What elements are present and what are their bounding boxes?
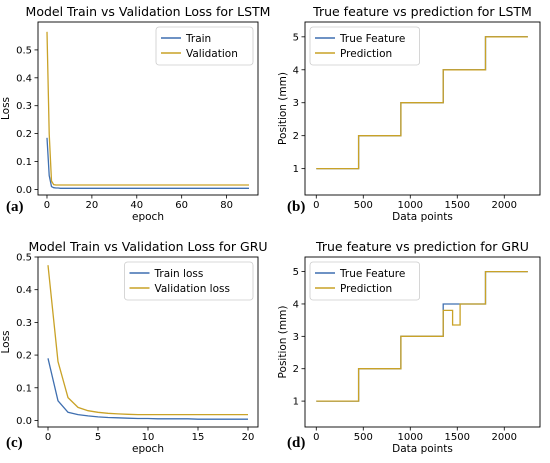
y-tick-label: 0.3 (16, 318, 32, 329)
x-tick-label: 20 (242, 432, 255, 443)
axes-frame (37, 21, 259, 196)
x-tick-label: 60 (175, 200, 188, 211)
chart-title: Model Train vs Validation Loss for LSTM (26, 4, 271, 19)
y-axis-label: Position (mm) (277, 72, 289, 145)
y-axis-label: Loss (0, 97, 12, 120)
x-tick-label: 5 (95, 432, 101, 443)
x-tick-label: 2000 (492, 200, 517, 211)
series-line-1 (316, 36, 528, 170)
x-tick-label: 0 (313, 200, 319, 211)
y-tick-label: 0.3 (16, 101, 32, 112)
x-tick-label: 500 (354, 432, 373, 443)
y-tick-label: 0.2 (16, 129, 32, 140)
chart-title: Model Train vs Validation Loss for GRU (28, 239, 267, 254)
legend-label: Prediction (340, 48, 392, 60)
x-tick-label: 0 (313, 432, 319, 443)
y-tick-label: 1 (293, 164, 299, 175)
x-tick-label: 80 (220, 200, 233, 211)
x-tick-label: 10 (142, 432, 155, 443)
y-tick-label: 5 (293, 267, 299, 278)
chart-panel-1: True feature vs prediction for LSTM 0 500 1… (277, 4, 541, 223)
x-tick-label: 1000 (398, 200, 423, 211)
panel-letter-d: (d) (287, 435, 306, 451)
chart-panel-3: True feature vs prediction for GRU 0 500 10… (277, 239, 541, 455)
x-tick-label: 2000 (492, 432, 517, 443)
x-tick-label: 500 (354, 200, 373, 211)
legend-box (309, 26, 420, 66)
y-axis-label: Loss (0, 330, 12, 353)
legend-label: Train loss (154, 268, 204, 280)
y-tick-label: 3 (293, 98, 299, 109)
chart-panel-0: Model Train vs Validation Loss for LSTM 0… (0, 4, 270, 223)
y-tick-label: 0.1 (16, 157, 32, 168)
panel-letter-a: (a) (6, 199, 24, 215)
axes-frame (304, 256, 541, 428)
x-tick-label: 1500 (445, 200, 470, 211)
x-axis-label: Data points (392, 443, 453, 455)
y-tick-label: 1 (293, 397, 299, 408)
x-tick-label: 0 (45, 432, 51, 443)
y-tick-label: 0.4 (16, 285, 32, 296)
y-tick-label: 3 (293, 332, 299, 343)
series-line-0 (46, 137, 249, 189)
y-tick-label: 0.5 (16, 253, 32, 264)
series-line-1 (316, 270, 528, 402)
y-tick-label: 2 (293, 364, 299, 375)
x-tick-label: 40 (130, 200, 143, 211)
y-tick-label: 0.0 (16, 416, 32, 427)
legend-label: Train (185, 33, 211, 45)
y-axis-label: Position (mm) (277, 306, 289, 379)
x-axis-label: epoch (132, 211, 164, 223)
x-tick-label: 1000 (398, 432, 423, 443)
chart-panel-2: Model Train vs Validation Loss for GRU 0 5… (0, 239, 268, 455)
panel-letter-c: (c) (6, 435, 23, 451)
legend-label: Prediction (340, 283, 392, 295)
y-tick-label: 0.2 (16, 351, 32, 362)
x-axis-label: epoch (132, 443, 164, 455)
y-tick-label: 2 (293, 131, 299, 142)
x-tick-label: 1500 (445, 432, 470, 443)
y-tick-label: 4 (293, 299, 299, 310)
y-tick-label: 5 (293, 32, 299, 43)
legend-label: Validation (186, 48, 238, 60)
panel-letter-b: (b) (287, 199, 306, 215)
x-tick-label: 0 (44, 200, 50, 211)
legend-label: True Feature (339, 33, 405, 45)
x-tick-label: 20 (86, 200, 99, 211)
series-line-0 (47, 358, 248, 420)
legend-label: Validation loss (155, 283, 230, 295)
legend-box (155, 26, 254, 66)
y-tick-label: 4 (293, 65, 299, 76)
axes-frame (304, 21, 541, 196)
legend-label: True Feature (339, 268, 405, 280)
legend-box (309, 261, 420, 301)
y-tick-label: 0.1 (16, 383, 32, 394)
y-tick-label: 0.4 (16, 73, 32, 84)
x-tick-label: 15 (192, 432, 205, 443)
series-line-1 (47, 265, 248, 416)
y-tick-label: 0.0 (16, 185, 32, 196)
legend-box (124, 261, 254, 301)
x-axis-label: Data points (392, 211, 453, 223)
chart-title: True feature vs prediction for GRU (315, 239, 529, 254)
series-line-1 (46, 31, 249, 186)
y-tick-label: 0.5 (16, 45, 32, 56)
chart-title: True feature vs prediction for LSTM (312, 4, 532, 19)
